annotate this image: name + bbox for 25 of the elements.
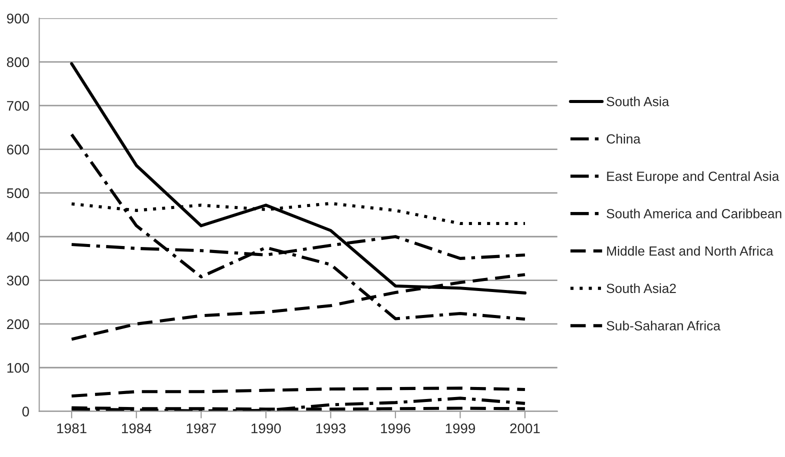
x-tick-label: 1987 [186, 423, 216, 434]
legend-label: Sub-Saharan Africa [606, 320, 720, 330]
x-tick-label: 1984 [122, 423, 152, 434]
legend-label: Middle East and North Africa [607, 246, 774, 256]
legend-label: South America and Caribbean [606, 208, 782, 218]
y-tick-label: 400 [6, 232, 29, 242]
y-tick-label: 500 [6, 188, 29, 198]
y-tick-label: 300 [6, 276, 29, 286]
x-tick-label: 2001 [510, 423, 540, 434]
y-tick-label: 0 [22, 406, 29, 416]
legend-label: South Asia2 [606, 283, 676, 294]
legend-label: China [606, 134, 641, 144]
x-tick-label: 1990 [252, 423, 281, 434]
y-tick-label: 100 [7, 362, 29, 373]
x-tick-label: 1996 [381, 423, 410, 434]
legend-label: East Europe and Central Asia [607, 171, 780, 184]
y-tick-label: 900 [7, 14, 29, 24]
y-tick-label: 800 [6, 57, 29, 68]
x-tick-label: 1981 [57, 423, 86, 434]
y-tick-label: 600 [7, 144, 29, 154]
legend-label: South Asia [606, 96, 670, 106]
y-tick-label: 200 [7, 319, 29, 330]
x-tick-label: 1999 [446, 423, 475, 434]
y-tick-label: 700 [7, 100, 29, 111]
x-tick-label: 1993 [316, 423, 346, 434]
